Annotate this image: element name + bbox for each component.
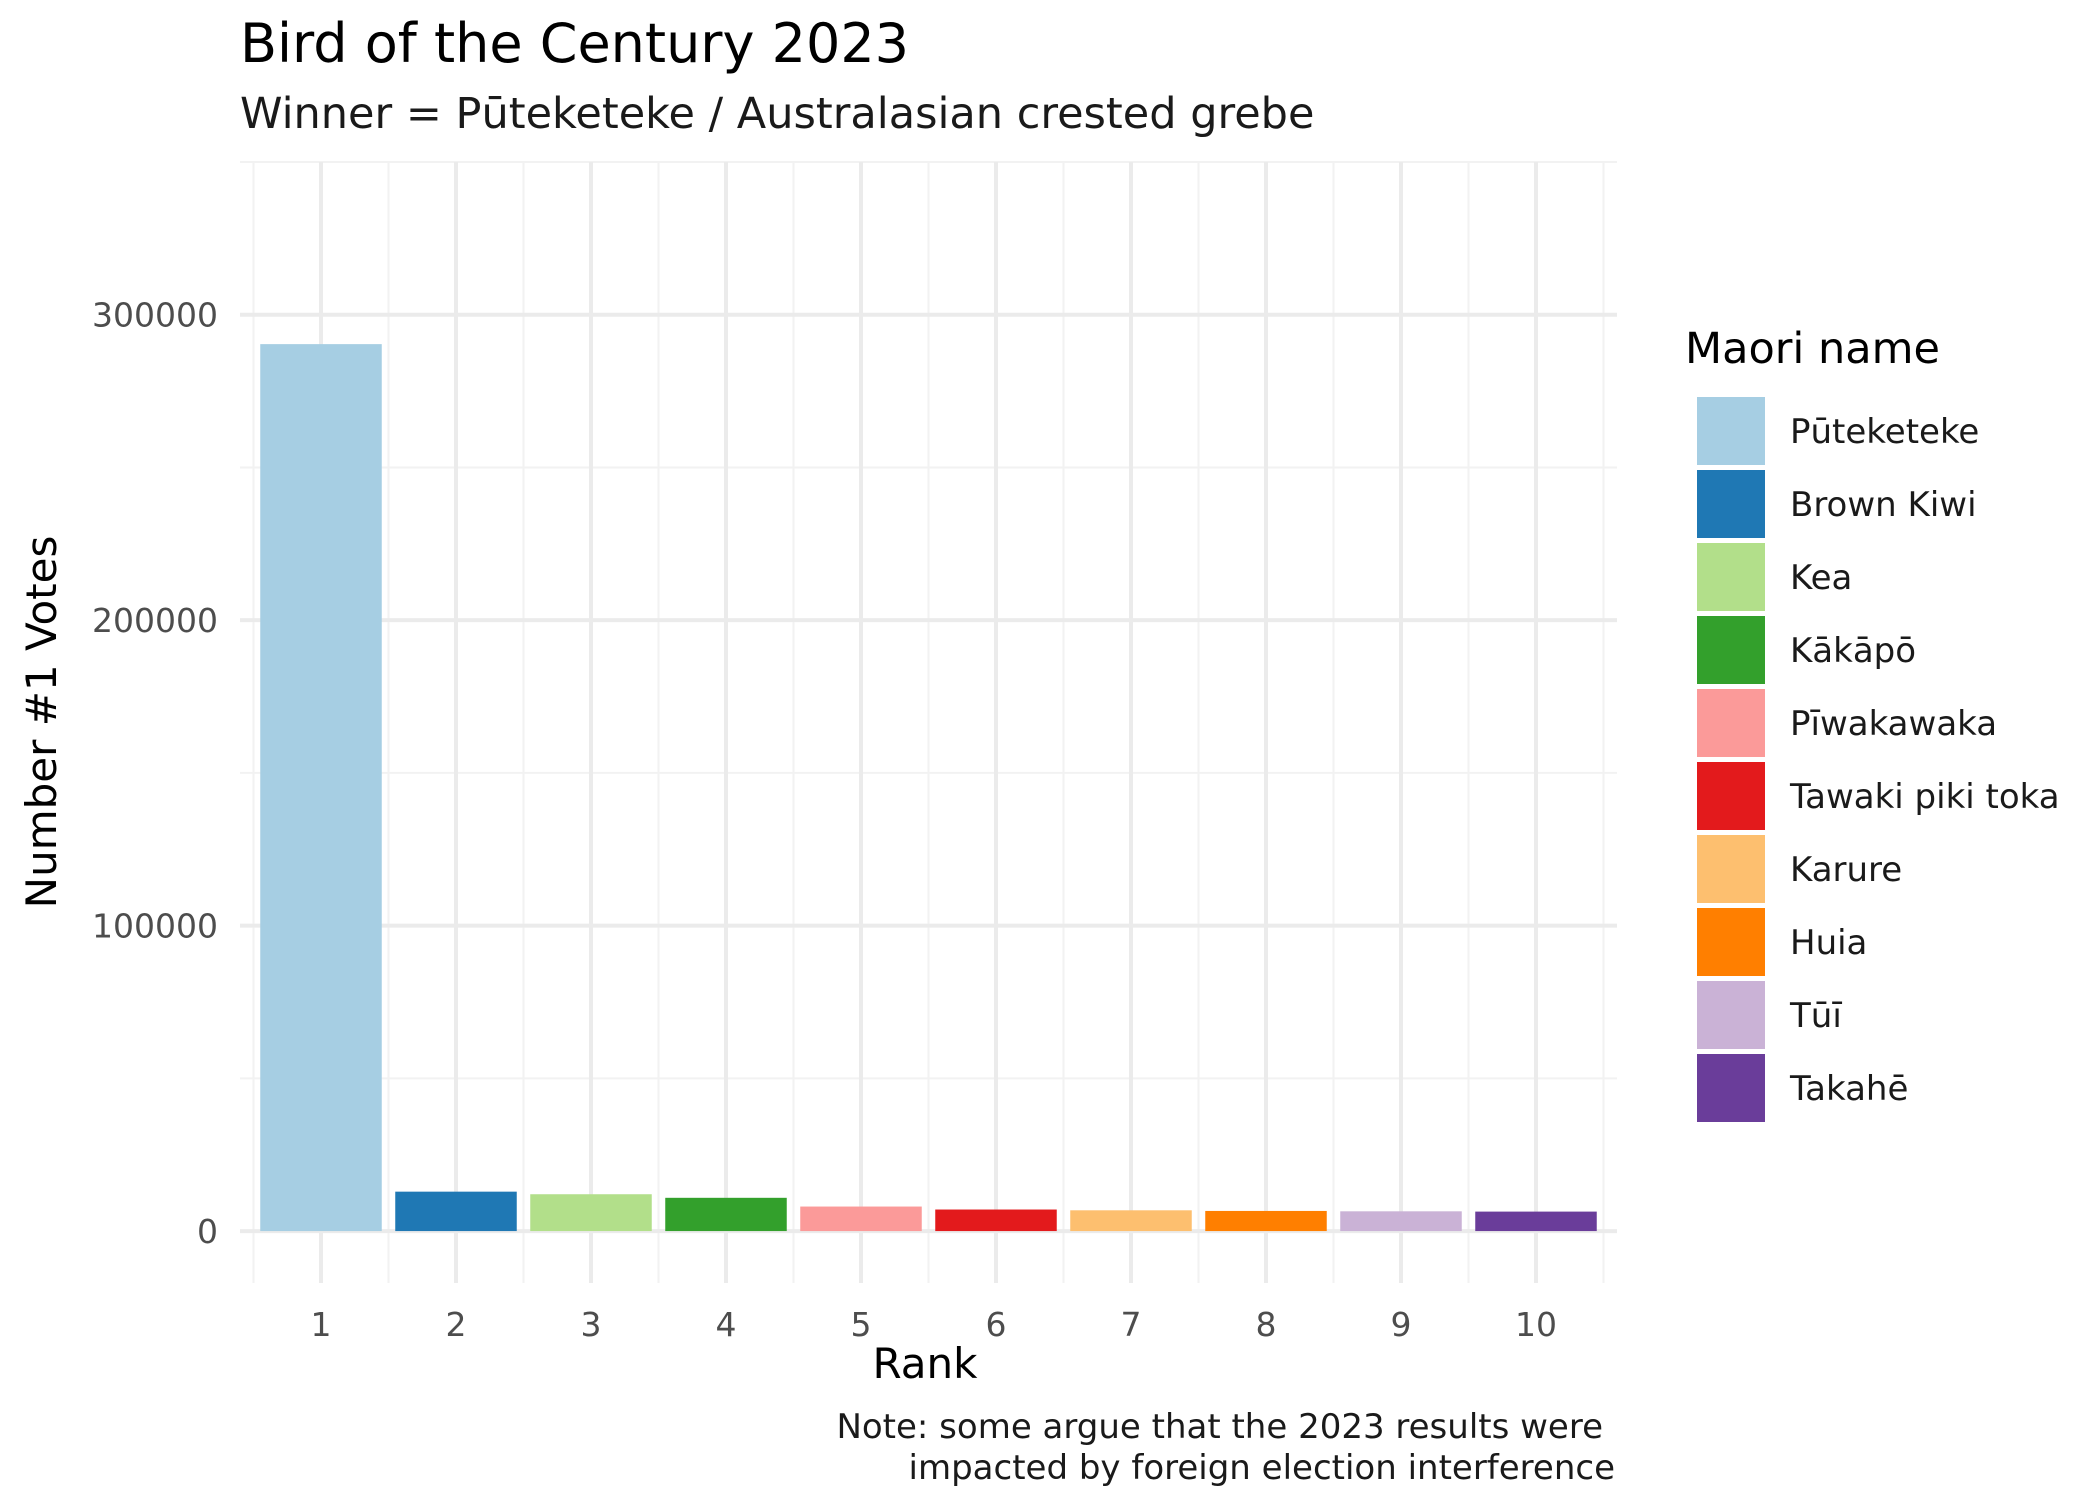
- y-tick-label: 100000: [92, 907, 218, 946]
- legend-label: Pūteketeke: [1790, 412, 1979, 452]
- legend-key: [1697, 616, 1765, 684]
- bar-rank-2: [395, 1191, 517, 1232]
- caption: Note: some argue that the 2023 results w…: [836, 1407, 1615, 1488]
- caption-line-1: Note: some argue that the 2023 results w…: [836, 1407, 1603, 1447]
- grid: [240, 161, 1617, 1283]
- y-tick-label: 200000: [92, 601, 218, 640]
- x-tick-label: 9: [1391, 1305, 1412, 1344]
- x-axis-ticks: 1 2 3 4 5 6 7 8 9 10: [311, 1305, 1558, 1344]
- bar-rank-9: [1340, 1211, 1462, 1232]
- legend-label: Tūī: [1789, 996, 1842, 1036]
- legend-label: Takahē: [1789, 1069, 1908, 1109]
- bars: [260, 344, 1597, 1232]
- bar-rank-3: [530, 1194, 652, 1232]
- legend-key: [1697, 543, 1765, 611]
- legend-label: Kea: [1790, 558, 1852, 598]
- legend-title: Maori name: [1685, 324, 1940, 374]
- bar-rank-6: [935, 1209, 1057, 1232]
- x-tick-label: 3: [581, 1305, 602, 1344]
- x-tick-label: 4: [716, 1305, 737, 1344]
- legend-key: [1697, 470, 1765, 538]
- bar-rank-8: [1205, 1210, 1327, 1232]
- y-axis-ticks: 0 100000 200000 300000: [92, 296, 218, 1251]
- bar-rank-5: [800, 1206, 922, 1232]
- legend-label: Brown Kiwi: [1790, 485, 1977, 525]
- legend-key: [1697, 908, 1765, 976]
- legend-label: Karure: [1790, 850, 1902, 890]
- x-tick-label: 7: [1121, 1305, 1142, 1344]
- x-axis-title: Rank: [873, 1339, 979, 1388]
- bar-rank-4: [665, 1197, 787, 1232]
- legend-key: [1697, 689, 1765, 757]
- x-tick-label: 1: [311, 1305, 332, 1344]
- legend-label: Tawaki piki toka: [1789, 777, 2060, 817]
- legend-label: Kākāpō: [1790, 631, 1916, 671]
- legend-key: [1697, 835, 1765, 903]
- x-tick-label: 5: [851, 1305, 872, 1344]
- legend-label: Pīwakawaka: [1790, 704, 1997, 744]
- legend-key: [1697, 397, 1765, 465]
- x-tick-label: 10: [1515, 1305, 1557, 1344]
- x-tick-label: 2: [446, 1305, 467, 1344]
- bar-rank-1: [260, 344, 382, 1232]
- legend-key: [1697, 981, 1765, 1049]
- legend: Maori name Pūteketeke Brown Kiwi Kea Kākāpō…: [1685, 324, 2060, 1122]
- legend-key: [1697, 1054, 1765, 1122]
- x-tick-label: 8: [1256, 1305, 1277, 1344]
- chart-title: Bird of the Century 2023: [240, 12, 909, 75]
- legend-key: [1697, 762, 1765, 830]
- bar-rank-10: [1475, 1211, 1597, 1232]
- y-axis-title: Number #1 Votes: [17, 536, 66, 909]
- legend-label: Huia: [1790, 923, 1867, 963]
- y-tick-label: 0: [197, 1212, 218, 1251]
- x-tick-label: 6: [986, 1305, 1007, 1344]
- caption-line-2: impacted by foreign election interferenc…: [909, 1448, 1615, 1488]
- chart-subtitle: Winner = Pūteketeke / Australasian crest…: [240, 89, 1314, 139]
- bar-rank-7: [1070, 1210, 1192, 1232]
- y-tick-label: 300000: [92, 296, 218, 335]
